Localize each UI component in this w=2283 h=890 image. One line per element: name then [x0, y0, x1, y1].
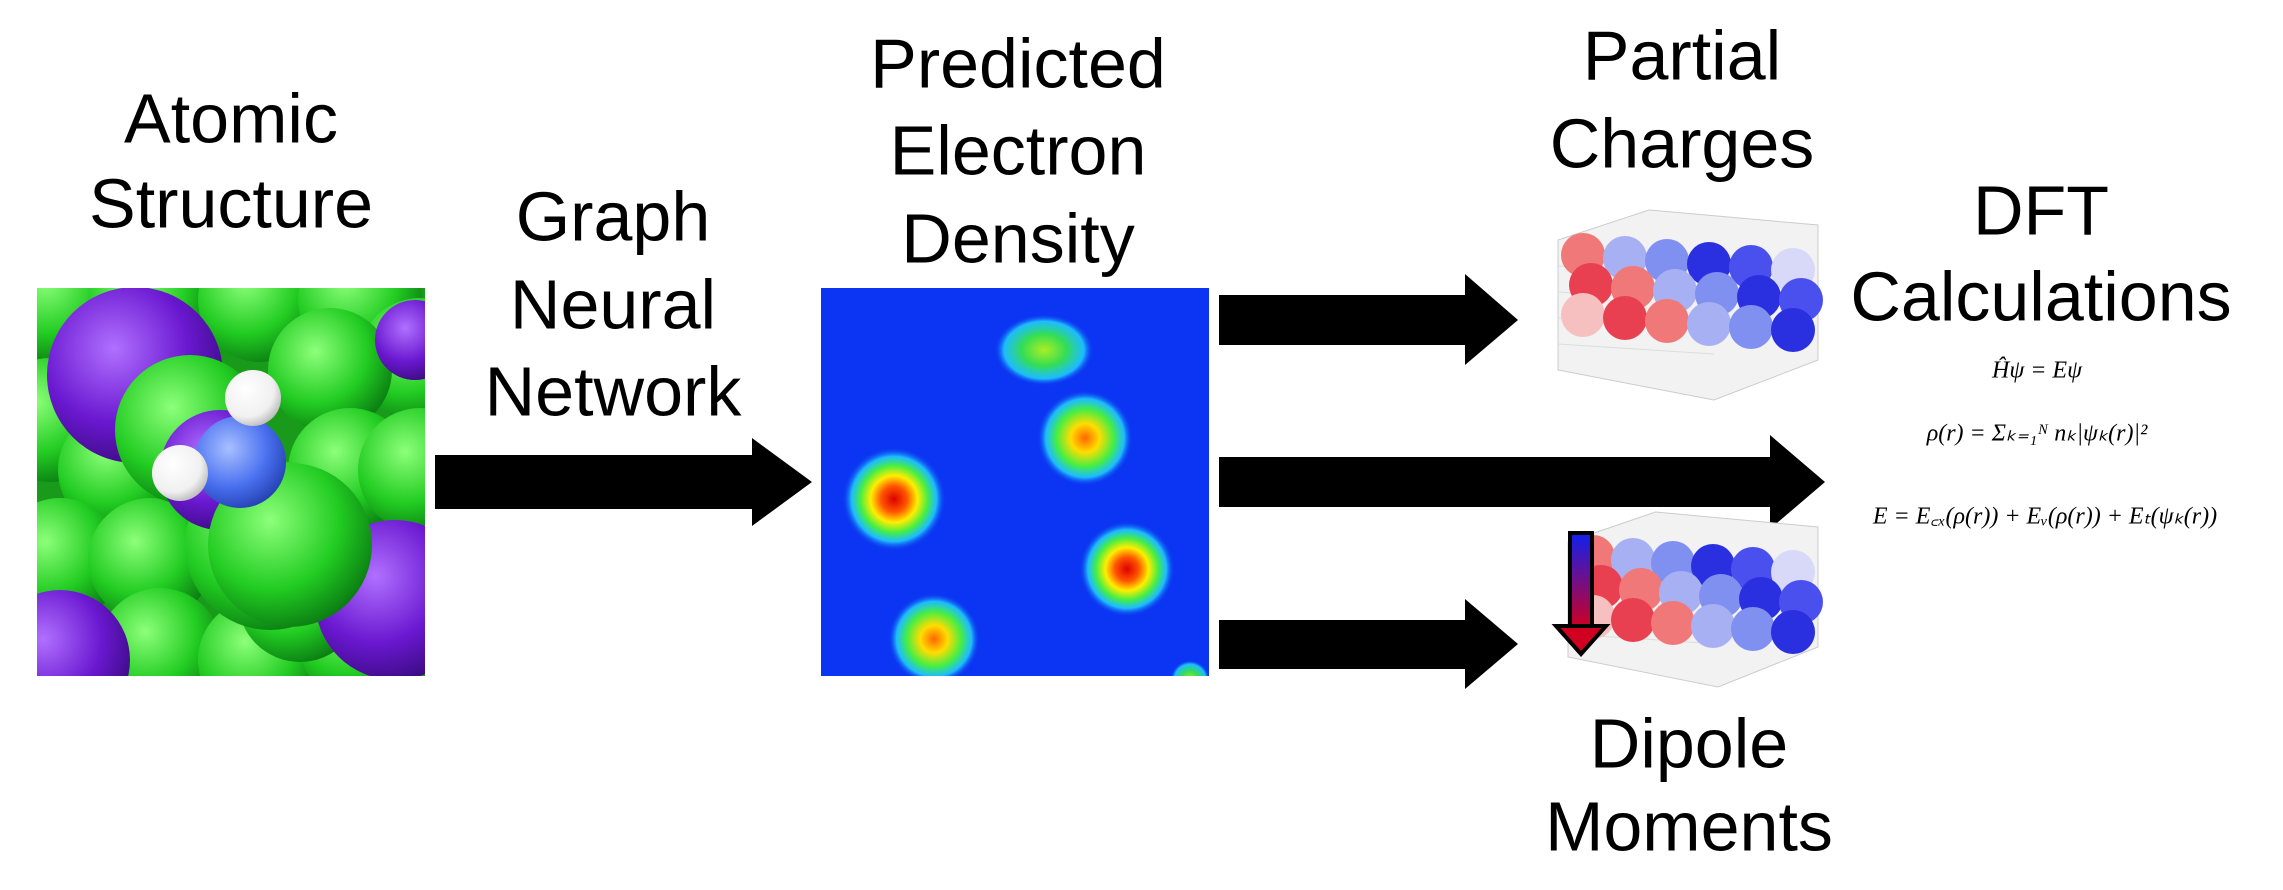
plot-point	[1687, 302, 1731, 346]
partial-charges-plot	[1557, 209, 1823, 401]
plot-point	[1561, 293, 1605, 337]
plot-point	[1611, 598, 1655, 642]
density-peak	[1037, 390, 1133, 486]
arrow	[435, 438, 812, 526]
dipole-arrow	[1568, 531, 1594, 630]
atomic-structure-image	[37, 288, 425, 676]
density-peak	[1079, 521, 1175, 617]
label: Graph	[516, 177, 711, 255]
label: Atomic	[124, 79, 338, 157]
plot-point	[1771, 610, 1815, 654]
atom	[225, 370, 281, 426]
plot-point	[1771, 308, 1815, 352]
equation: Ĥψ = Eψ	[1991, 358, 2083, 384]
label: Partial	[1583, 16, 1781, 94]
equation: E = E꜀ₓ(ρ(r)) + Eᵥ(ρ(r)) + Eₜ(ψₖ(r))	[1872, 504, 2217, 530]
density-peak	[994, 314, 1094, 386]
plot-point	[1691, 604, 1735, 648]
arrow	[1219, 435, 1825, 529]
label: Electron	[890, 111, 1147, 189]
equation: ρ(r) = Σₖ₌₁ᴺ nₖ|ψₖ(r)|²	[1926, 421, 2148, 447]
dipole-moments-plot	[1567, 511, 1823, 688]
label: Neural	[510, 265, 716, 343]
atom	[152, 445, 208, 501]
atom	[375, 300, 425, 380]
plot-point	[1731, 607, 1775, 651]
density-peak	[888, 593, 980, 676]
plot-point	[1645, 299, 1689, 343]
label: DFT	[1973, 171, 2109, 249]
label: Structure	[89, 164, 373, 242]
plot-point	[1651, 601, 1695, 645]
label: Dipole	[1590, 704, 1788, 782]
label: Network	[485, 352, 743, 430]
atom	[268, 308, 392, 432]
electron-density-image	[821, 288, 1209, 676]
density-peak	[842, 447, 946, 551]
label: Predicted	[870, 24, 1166, 102]
plot-point	[1729, 305, 1773, 349]
atom	[37, 590, 130, 676]
plot-point	[1603, 296, 1647, 340]
label: Charges	[1550, 104, 1815, 182]
dipole-arrow-head	[1551, 624, 1611, 658]
label: Calculations	[1850, 257, 2231, 335]
plot-grid	[1557, 343, 1715, 355]
arrow	[1219, 274, 1518, 365]
arrow	[1219, 599, 1518, 689]
atom	[194, 416, 286, 508]
label: Density	[901, 199, 1134, 277]
density-peak	[1170, 660, 1209, 676]
atom	[358, 408, 425, 532]
label: Moments	[1545, 787, 1833, 865]
atom	[88, 498, 212, 622]
